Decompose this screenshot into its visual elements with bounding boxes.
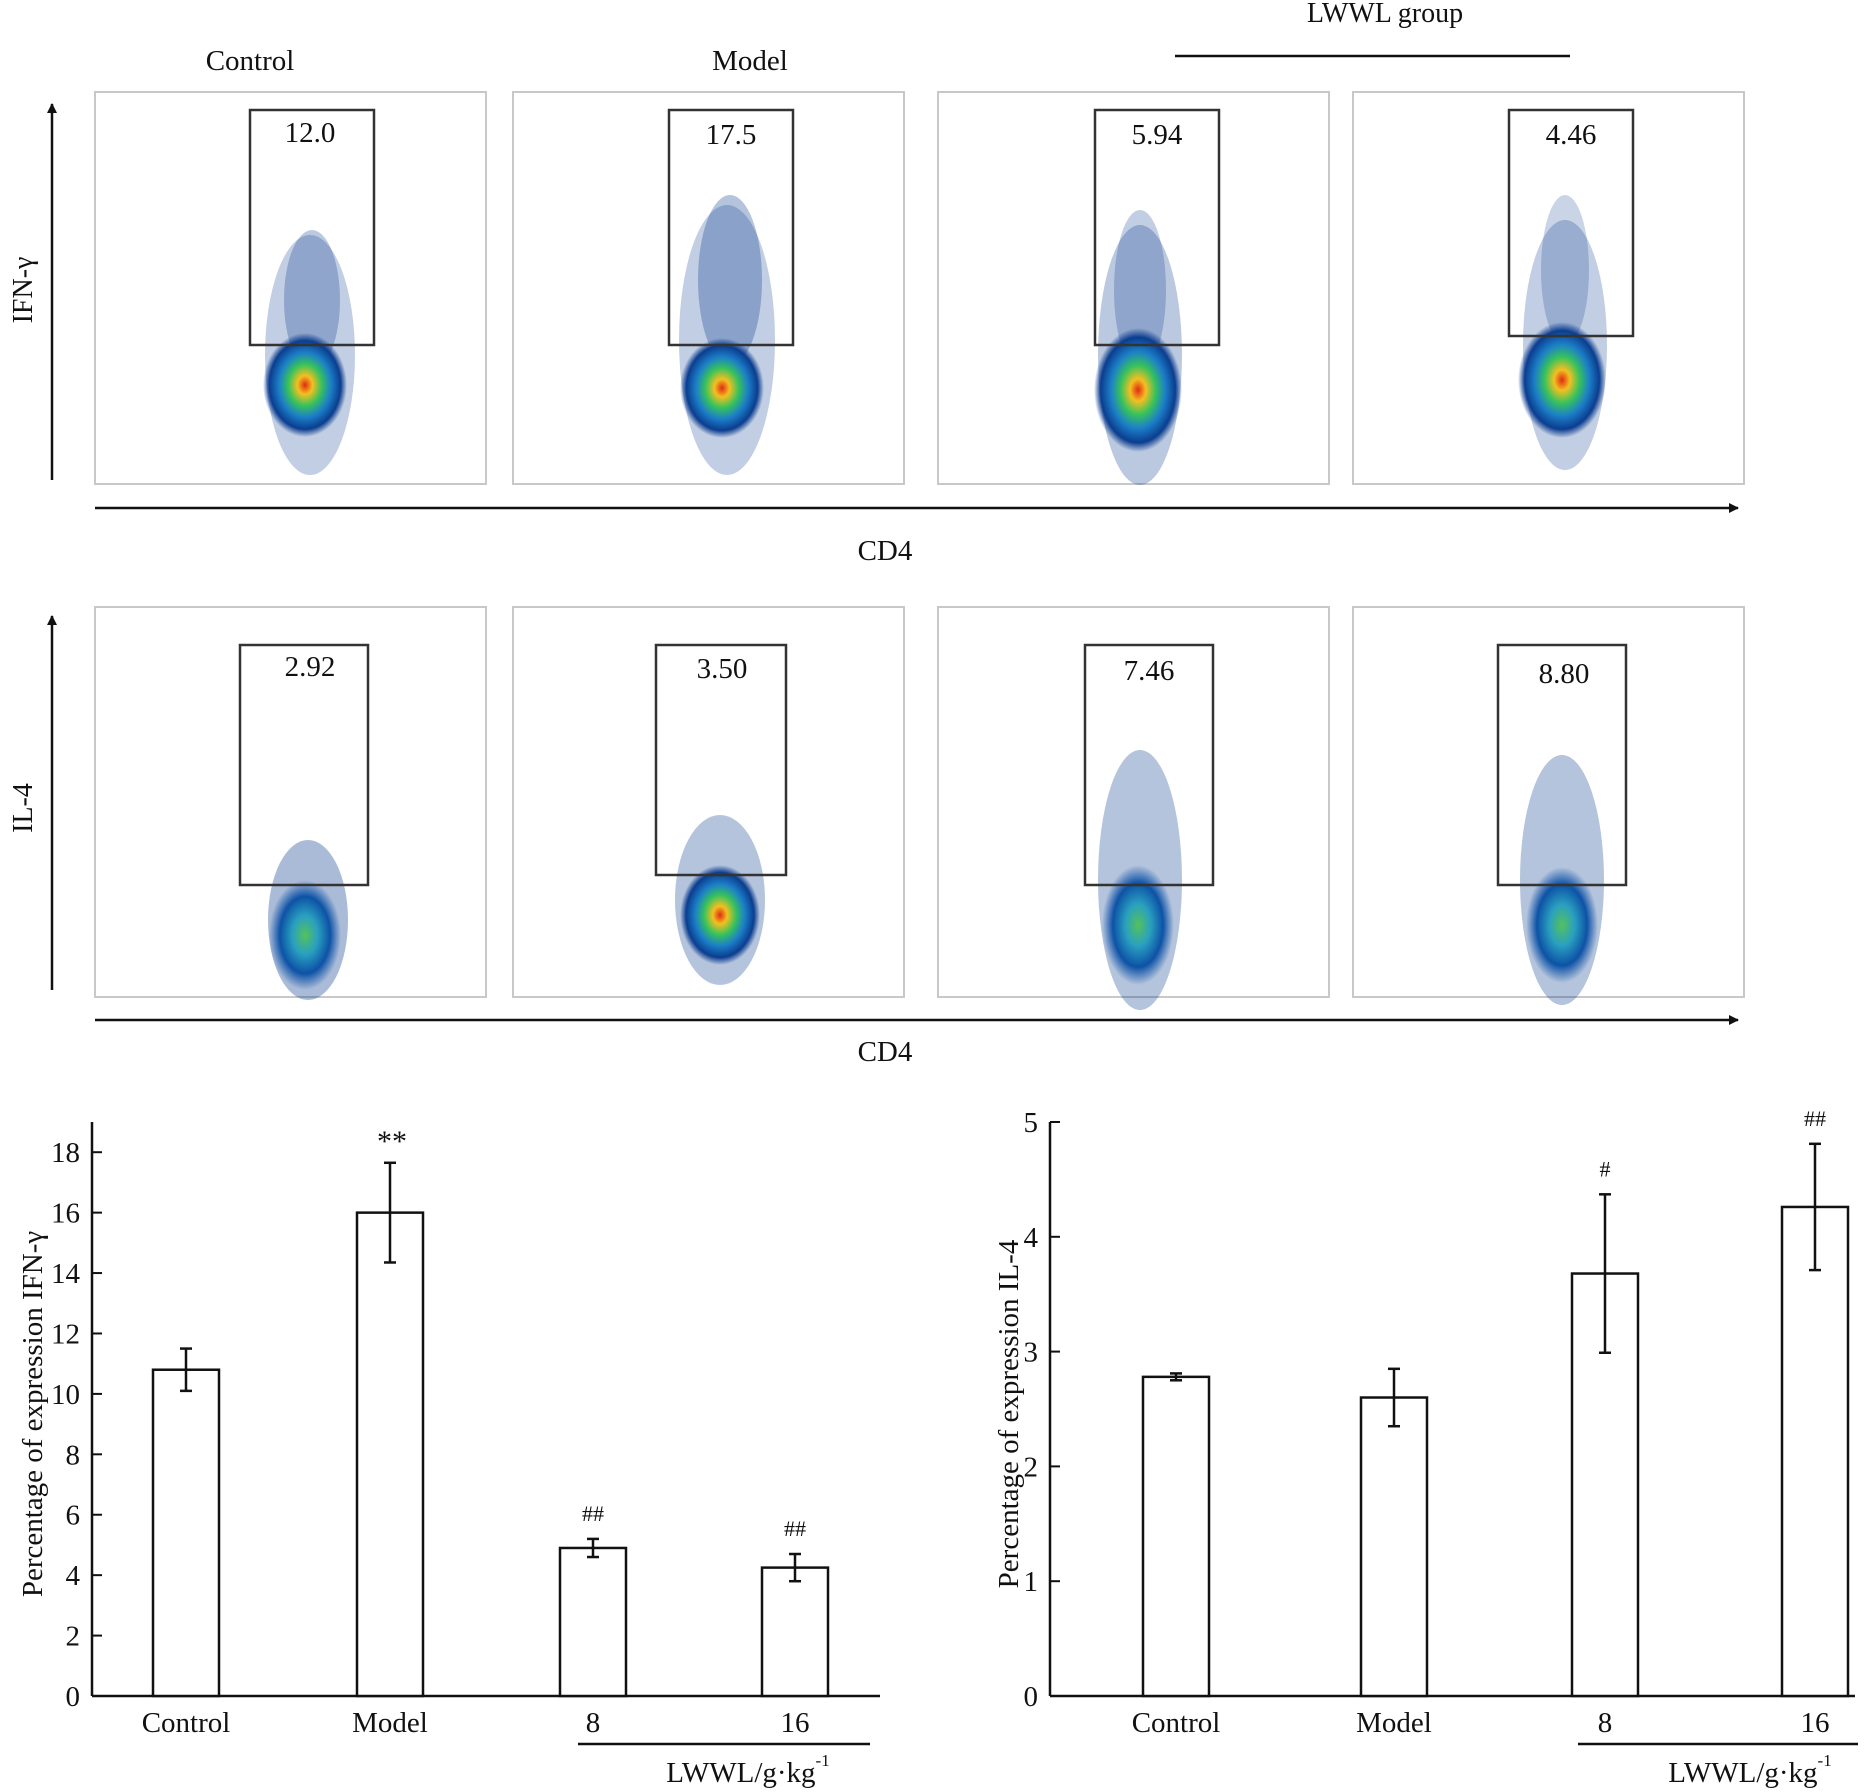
il4-y-axis-label: Percentage of expression IL-4	[993, 1239, 1025, 1588]
flow-panel-lwwl16-ifn: 4.46	[1352, 91, 1745, 485]
flow-row-ifn: IFN-γ CD4 12.0 17.5 5.94	[8, 91, 1745, 567]
gate-value-model-ifn: 17.5	[706, 119, 757, 151]
ifn-significance-3: ##	[784, 1516, 806, 1541]
il4-bar-0	[1141, 1375, 1211, 1698]
ifn-category-label-0: Control	[142, 1707, 231, 1739]
il4-x-axis-label: LWWL/g·kg-1	[1668, 1751, 1831, 1789]
il4-y-axis-label: IL-4	[8, 783, 39, 833]
il4-significance-3: ##	[1804, 1106, 1826, 1131]
ifn-y-axis-label: Percentage of expression IFN-γ	[17, 1231, 49, 1598]
gate-value-lwwl16-ifn: 4.46	[1546, 119, 1597, 151]
il4-ytick-label: 1	[1024, 1566, 1039, 1598]
ifn-ytick-label: 6	[66, 1500, 81, 1532]
il4-category-label-2: 8	[1598, 1707, 1613, 1739]
gate-value-lwwl16-il4: 8.80	[1539, 658, 1590, 690]
il4-significance-2: #	[1600, 1156, 1611, 1181]
il4-ytick-label: 4	[1024, 1222, 1039, 1254]
bar-chart-ifn: 0 2 4 6 8 10 12 14 16 18 Percentage of expression …	[17, 1122, 880, 1789]
il4-x-axis-label-main: LWWL/g·kg	[1668, 1757, 1817, 1789]
ifn-ytick-label: 12	[51, 1318, 80, 1350]
ifn-ytick-label: 8	[66, 1439, 81, 1471]
ifn-x-axis-label-sup: -1	[816, 1751, 830, 1770]
ifn-category-label-1: Model	[352, 1707, 428, 1739]
flow-panel-lwwl8-il4: 7.46	[937, 606, 1330, 1010]
il4-x-axis-label: CD4	[858, 1036, 913, 1068]
il4-x-axis-label-sup: -1	[1818, 1751, 1832, 1770]
il4-ytick-label: 3	[1024, 1337, 1039, 1369]
ifn-x-axis-label-main: LWWL/g·kg	[666, 1757, 815, 1789]
flow-panel-model-il4: 3.50	[512, 606, 905, 998]
ifn-category-label-3: 16	[781, 1707, 810, 1739]
ifn-bar-0	[151, 1368, 221, 1698]
gate-value-model-il4: 3.50	[697, 653, 748, 685]
ifn-ytick-label: 14	[51, 1258, 81, 1290]
ifn-ytick-label: 10	[51, 1379, 80, 1411]
il4-ytick-label: 5	[1024, 1107, 1039, 1139]
flow-panel-control-il4: 2.92	[94, 606, 487, 1000]
ifn-x-axis-label: CD4	[858, 535, 913, 567]
column-title-model: Model	[712, 45, 788, 77]
ifn-ytick-label: 2	[66, 1621, 81, 1653]
column-title-control: Control	[206, 45, 295, 77]
ifn-x-axis-label: LWWL/g·kg-1	[666, 1751, 829, 1789]
ifn-ytick-label: 0	[66, 1681, 81, 1713]
ifn-bar-2	[558, 1546, 628, 1698]
flow-panel-lwwl16-il4: 8.80	[1352, 606, 1745, 1005]
flow-row-il4: IL-4 CD4 2.92 3.50 7.46	[8, 606, 1745, 1068]
ifn-y-axis-label: IFN-γ	[8, 257, 39, 324]
il4-category-label-0: Control	[1132, 1707, 1221, 1739]
gate-value-lwwl8-ifn: 5.94	[1132, 119, 1183, 151]
ifn-bar-1	[355, 1211, 425, 1698]
il4-category-label-1: Model	[1356, 1707, 1432, 1739]
il4-ytick-label: 0	[1024, 1681, 1039, 1713]
lwwl-group-label: LWWL group	[1307, 0, 1463, 29]
ifn-category-label-2: 8	[586, 1707, 601, 1739]
gate-value-lwwl8-il4: 7.46	[1124, 655, 1175, 687]
ifn-bar-3	[760, 1566, 830, 1698]
gate-value-control-ifn: 12.0	[285, 117, 336, 149]
ifn-ytick-label: 16	[51, 1198, 80, 1230]
gate-value-control-il4: 2.92	[285, 651, 336, 683]
il4-category-label-3: 16	[1801, 1707, 1830, 1739]
ifn-ytick-label: 18	[51, 1137, 80, 1169]
il4-ytick-label: 2	[1024, 1451, 1039, 1483]
flow-panel-model-ifn: 17.5	[512, 91, 905, 485]
flow-panel-control-ifn: 12.0	[94, 91, 487, 485]
ifn-ytick-label: 4	[66, 1560, 81, 1592]
bar-chart-il4: 0 1 2 3 4 5 Percentage of expression IL-4 Contr…	[993, 1106, 1858, 1789]
il4-bar-3	[1780, 1205, 1850, 1698]
flow-panel-lwwl8-ifn: 5.94	[937, 91, 1330, 485]
ifn-significance-2: ##	[582, 1501, 604, 1526]
ifn-significance-1: **	[377, 1125, 407, 1158]
il4-bar-1	[1359, 1396, 1429, 1698]
